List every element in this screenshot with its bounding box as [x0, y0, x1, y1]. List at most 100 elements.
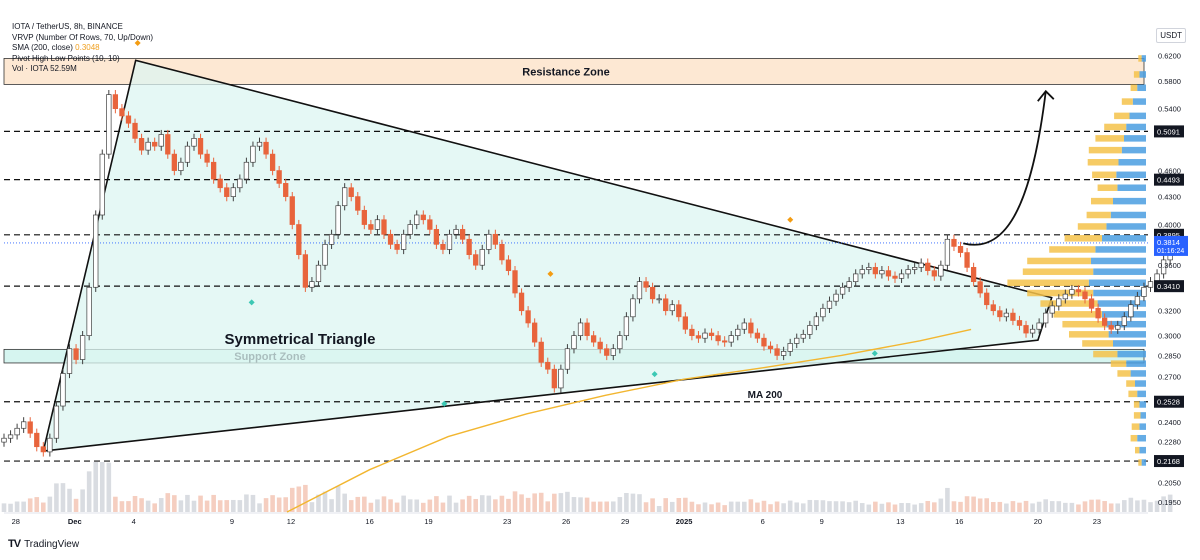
candle-body — [361, 209, 367, 225]
symmetrical-triangle — [42, 59, 1053, 452]
volume-bar — [211, 494, 216, 512]
candle-body — [47, 437, 53, 453]
pivot-high-marker — [547, 270, 554, 277]
volume-bars-layer — [1, 462, 1173, 512]
y-tick-label: 0.3200 — [1158, 307, 1181, 316]
candle-body — [885, 270, 892, 277]
candle-body — [623, 316, 630, 336]
volume-bar — [859, 503, 865, 512]
candle-body — [315, 264, 322, 283]
x-tick-label: 9 — [230, 517, 234, 526]
volume-bar — [381, 496, 387, 512]
volume-bar — [394, 502, 400, 512]
volume-bar — [610, 501, 616, 512]
vrvp-down-bar — [1022, 268, 1094, 275]
vrvp-down-bar — [1053, 311, 1102, 318]
ma200-layer: MA 200 — [286, 328, 972, 513]
candle-body — [60, 373, 66, 407]
volume-bar — [41, 502, 46, 512]
volume-bar — [512, 491, 518, 512]
volume-bar — [932, 502, 937, 512]
candle-body — [119, 108, 125, 117]
vrvp-down-bar — [1131, 423, 1140, 430]
legend-sma[interactable]: SMA (200, close) 0.3048 — [12, 43, 153, 54]
x-tick-label: 20 — [1034, 517, 1042, 526]
volume-bar — [1023, 500, 1029, 512]
pivot-high-marker — [787, 216, 794, 223]
volume-bar — [768, 504, 773, 512]
vrvp-down-bar — [1126, 380, 1135, 387]
volume-bar — [781, 503, 786, 512]
volume-bar — [139, 498, 144, 512]
vrvp-down-bar — [1093, 350, 1118, 358]
candle-body — [7, 434, 14, 439]
y-tick-label: 0.3000 — [1158, 332, 1181, 341]
candle-body — [1147, 281, 1154, 288]
candle-body — [518, 292, 525, 312]
candle-body — [79, 335, 86, 360]
candle-body — [538, 341, 544, 363]
volume-bar — [1017, 502, 1022, 512]
vrvp-up-bar — [1139, 71, 1146, 78]
volume-bar — [761, 500, 767, 512]
candle-body — [1095, 307, 1101, 319]
volume-bar — [335, 486, 341, 512]
candle-body — [872, 267, 878, 275]
candle-body — [866, 267, 872, 270]
candle-body — [66, 348, 73, 374]
vrvp-down-bar — [1135, 446, 1140, 454]
legend-vrvp[interactable]: VRVP (Number Of Rows, 70, Up/Down) — [12, 32, 154, 42]
tradingview-wordmark: TradingView — [24, 538, 80, 550]
x-tick-label: 4 — [132, 517, 136, 526]
legend-sma-value: 0.3048 — [75, 43, 100, 53]
candle-body — [309, 281, 315, 288]
volume-bar — [669, 501, 675, 512]
volume-bar — [119, 501, 125, 512]
volume-bar — [1108, 503, 1114, 512]
candle-body — [1082, 291, 1088, 300]
legend-symbol[interactable]: IOTA / TetherUS, 8h, BINANCE — [12, 22, 123, 31]
volume-bar — [892, 504, 898, 512]
candle-body — [165, 134, 171, 155]
volume-bar — [624, 493, 629, 512]
candle-body — [204, 153, 210, 163]
candle-body — [125, 115, 132, 124]
volume-bar — [958, 501, 963, 512]
volume-bar — [774, 501, 780, 512]
vrvp-up-bar — [1141, 459, 1146, 466]
legend-pivot[interactable]: Pivot High Low Points (10, 10) — [12, 53, 120, 63]
volume-bar — [1004, 503, 1009, 512]
candle-body — [283, 183, 289, 197]
currency-button[interactable]: USDT — [1156, 28, 1186, 43]
vrvp-up-bar — [1130, 370, 1146, 377]
volume-bar — [355, 496, 361, 512]
volume-bar — [47, 496, 53, 512]
volume-bar — [709, 504, 714, 512]
legend-vol-value: 52.59M — [50, 64, 77, 74]
vrvp-down-bar — [1049, 246, 1096, 253]
candle-body — [584, 322, 590, 336]
volume-bar — [591, 501, 596, 512]
triangle-layer: Symmetrical Triangle — [42, 59, 1053, 452]
candle-body — [486, 233, 492, 250]
candle-body — [571, 335, 577, 350]
volume-bar — [630, 493, 636, 512]
price-badge-label: 0.2168 — [1157, 457, 1180, 466]
legend: IOTA / TetherUS, 8h, BINANCE VRVP (Numbe… — [12, 22, 153, 75]
candle-body — [459, 229, 466, 240]
legend-vol[interactable]: Vol · IOTA 52.59M — [12, 64, 153, 75]
candle-body — [1160, 259, 1167, 275]
volume-bar — [525, 497, 531, 512]
candle-body — [1075, 289, 1082, 293]
vrvp-up-bar — [1126, 123, 1146, 131]
volume-bar — [440, 502, 446, 512]
candle-body — [178, 161, 184, 171]
volume-bar — [14, 501, 20, 512]
vrvp-up-bar — [1140, 412, 1146, 419]
candle-body — [400, 233, 407, 250]
volume-bar — [106, 462, 112, 512]
tradingview-brand[interactable]: TV TradingView — [8, 538, 79, 550]
candle-body — [649, 286, 656, 300]
candle-body — [682, 316, 688, 330]
